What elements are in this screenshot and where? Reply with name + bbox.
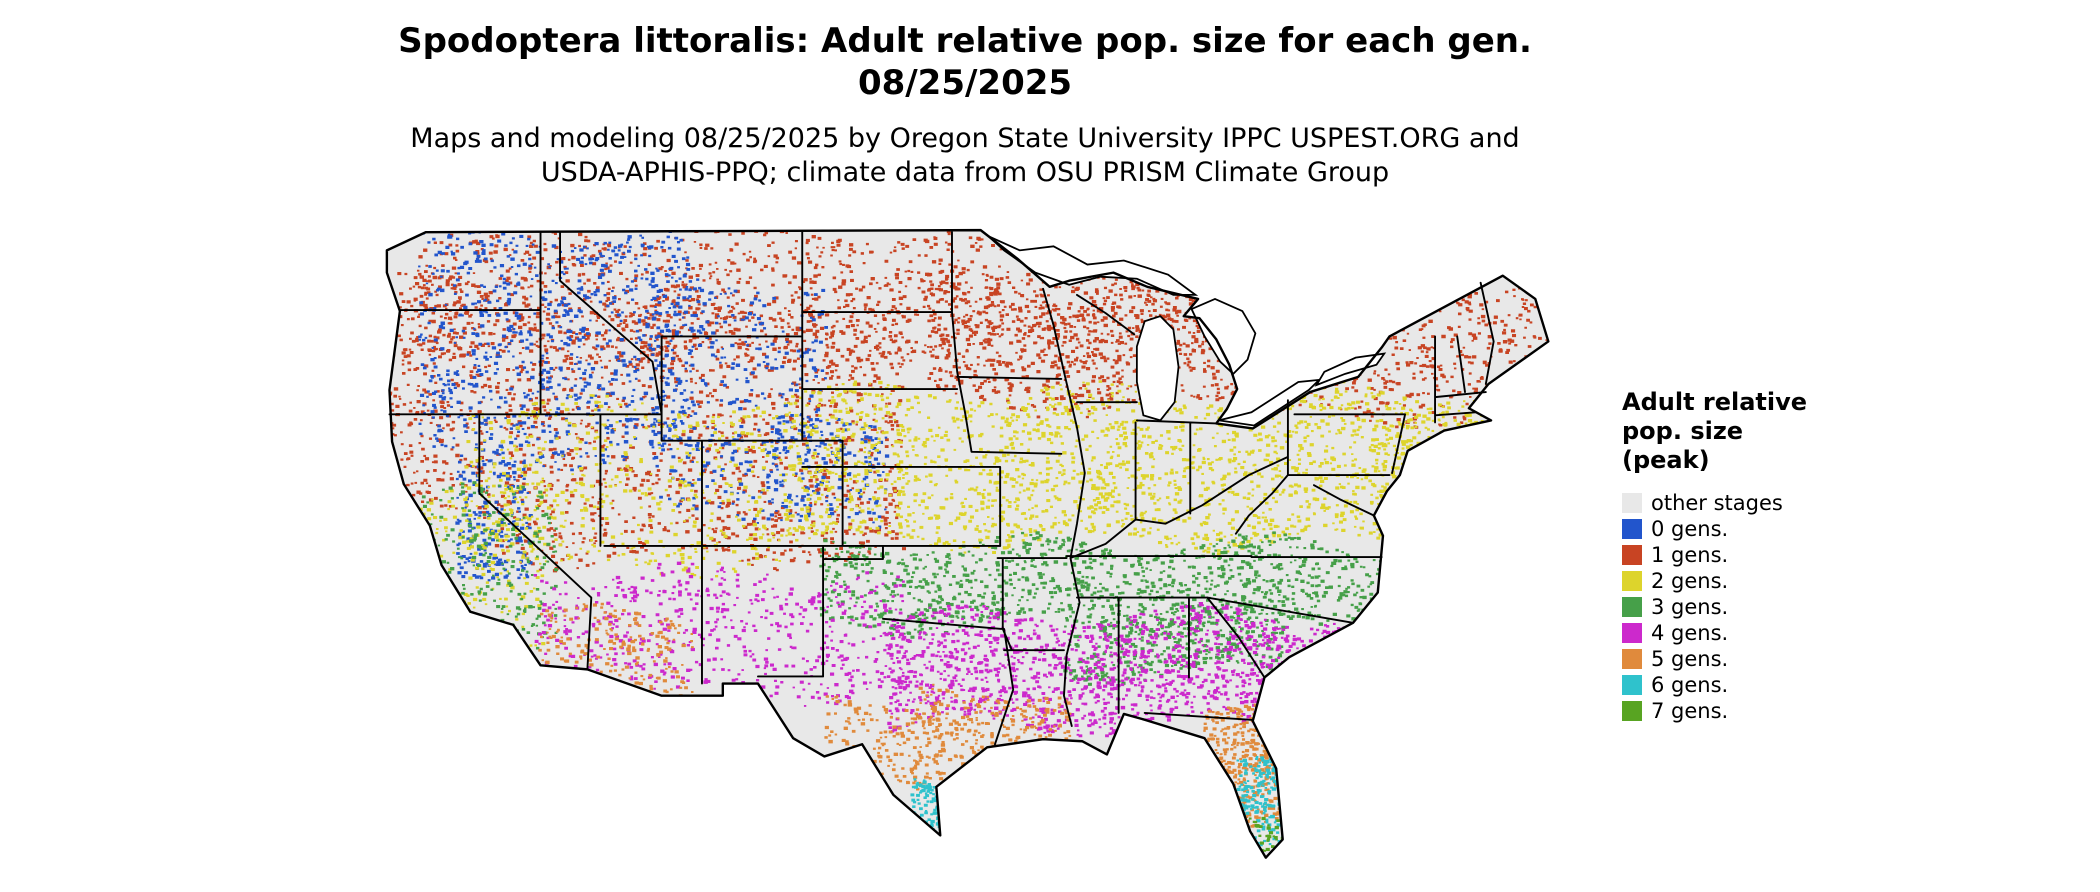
legend-swatch-g6: [1622, 675, 1642, 695]
lake-ontario: [1317, 354, 1385, 385]
legend-swatch-g0: [1622, 519, 1642, 539]
page-title: Spodoptera littoralis: Adult relative po…: [398, 21, 1532, 61]
legend-item-g1: 1 gens.: [1622, 542, 1932, 568]
lake-huron: [1192, 299, 1256, 374]
legend-swatch-g1: [1622, 545, 1642, 565]
legend: Adult relative pop. size (peak) other stag…: [1622, 388, 1932, 724]
us-map-container: [340, 220, 1590, 888]
legend-item-label: 3 gens.: [1651, 595, 1729, 619]
legend-item-g2: 2 gens.: [1622, 568, 1932, 594]
us-map: [340, 220, 1590, 888]
speckles-g5: [538, 602, 1290, 833]
state-borders-east: [1043, 283, 1494, 726]
speckles-g4: [533, 561, 1371, 739]
state-borders: [389, 232, 1493, 744]
legend-swatch-g4: [1622, 623, 1642, 643]
legend-title: Adult relative pop. size (peak): [1622, 388, 1932, 475]
legend-swatch-g2: [1622, 571, 1642, 591]
legend-items: other stages 0 gens. 1 gens. 2 gens. 3 gens.…: [1622, 490, 1932, 724]
lake-michigan: [1137, 316, 1179, 420]
legend-item-g0: 0 gens.: [1622, 516, 1932, 542]
state-borders-west: [389, 232, 1000, 683]
subtitle-line-2: USDA-APHIS-PPQ; climate data from OSU PR…: [540, 157, 1390, 188]
legend-item-label: 7 gens.: [1651, 699, 1729, 723]
legend-item-label: 6 gens.: [1651, 673, 1729, 697]
legend-swatch-other: [1622, 493, 1642, 513]
legend-title-line: pop. size: [1622, 417, 1744, 445]
speckles-g2: [418, 380, 1516, 668]
page-title-date: 08/25/2025: [857, 63, 1073, 103]
legend-swatch-g7: [1622, 701, 1642, 721]
legend-item-label: 2 gens.: [1651, 569, 1729, 593]
legend-swatch-g3: [1622, 597, 1642, 617]
legend-item-g5: 5 gens.: [1622, 646, 1932, 672]
legend-item-label: 4 gens.: [1651, 621, 1729, 645]
legend-title-line: Adult relative: [1622, 388, 1808, 416]
legend-item-label: 1 gens.: [1651, 543, 1729, 567]
legend-item-label: other stages: [1651, 491, 1783, 515]
legend-item-g7: 7 gens.: [1622, 698, 1932, 724]
legend-item-g4: 4 gens.: [1622, 620, 1932, 646]
legend-item-label: 0 gens.: [1651, 517, 1729, 541]
legend-item-other: other stages: [1622, 490, 1932, 516]
legend-swatch-g5: [1622, 649, 1642, 669]
legend-item-g3: 3 gens.: [1622, 594, 1932, 620]
legend-item-g6: 6 gens.: [1622, 672, 1932, 698]
state-borders-plains: [758, 232, 1067, 744]
legend-item-label: 5 gens.: [1651, 647, 1729, 671]
us-outline: [387, 230, 1548, 858]
legend-title-line: (peak): [1622, 446, 1710, 474]
great-lakes: [988, 236, 1384, 425]
subtitle-line-1: Maps and modeling 08/25/2025 by Oregon S…: [410, 123, 1520, 154]
